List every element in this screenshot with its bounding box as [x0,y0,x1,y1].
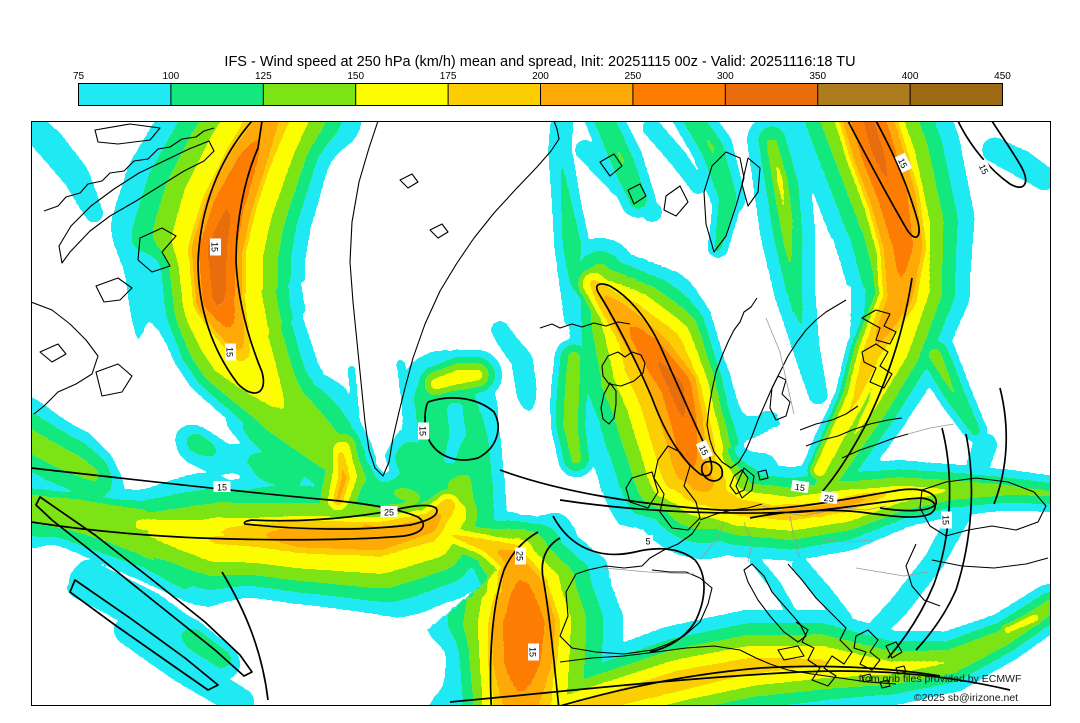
svg-text:15: 15 [941,515,951,525]
svg-text:75: 75 [73,71,85,82]
svg-text:25: 25 [515,551,525,561]
svg-text:15: 15 [217,483,227,493]
svg-text:250: 250 [625,71,642,82]
svg-text:15: 15 [210,242,220,252]
svg-text:100: 100 [163,71,180,82]
svg-text:25: 25 [384,508,394,518]
svg-text:350: 350 [809,71,826,82]
svg-text:15: 15 [528,647,538,657]
svg-text:15: 15 [794,482,805,493]
svg-text:IFS - Wind speed at 250 hPa (k: IFS - Wind speed at 250 hPa (km/h) mean … [224,54,855,70]
svg-text:15: 15 [225,347,235,357]
svg-text:200: 200 [532,71,549,82]
svg-text:175: 175 [440,71,457,82]
svg-text:15: 15 [418,426,428,436]
svg-text:15: 15 [896,157,909,170]
svg-text:300: 300 [717,71,734,82]
svg-text:©2025 sb@irizone.net: ©2025 sb@irizone.net [914,692,1018,704]
svg-text:15: 15 [977,163,990,176]
svg-text:400: 400 [902,71,919,82]
svg-text:15: 15 [697,444,710,457]
svg-text:5: 5 [645,537,650,547]
svg-text:150: 150 [347,71,364,82]
svg-text:25: 25 [823,493,834,504]
svg-text:450: 450 [994,71,1011,82]
svg-text:from grib files provided by EC: from grib files provided by ECMWF [859,673,1022,685]
svg-text:125: 125 [255,71,272,82]
